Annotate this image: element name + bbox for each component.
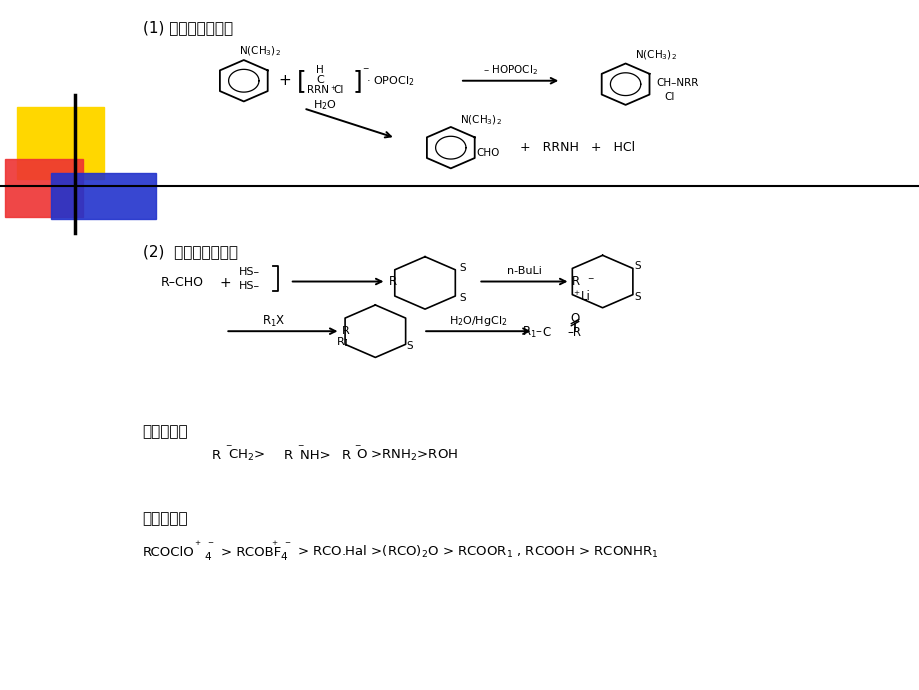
Text: HS–: HS– — [239, 267, 260, 277]
Text: +   RRNH   +   HCl: + RRNH + HCl — [519, 141, 634, 154]
Text: 4: 4 — [204, 552, 210, 562]
Text: R: R — [389, 275, 397, 288]
Text: ]: ] — [352, 69, 362, 92]
Text: N(CH$_3$)$_2$: N(CH$_3$)$_2$ — [239, 44, 281, 58]
Text: +: + — [220, 276, 231, 290]
Text: $^+$: $^+$ — [329, 85, 337, 95]
Text: HS–: HS– — [239, 281, 260, 290]
Text: S: S — [459, 263, 465, 273]
Text: 酰化能力：: 酰化能力： — [142, 511, 188, 526]
Bar — [51, 172, 156, 219]
Text: S: S — [459, 293, 465, 303]
Text: $^+$: $^+$ — [193, 540, 202, 550]
Text: $^-$: $^-$ — [585, 277, 595, 286]
Text: Cl: Cl — [333, 86, 343, 95]
Text: NH>: NH> — [300, 449, 339, 462]
Text: $^-$: $^-$ — [296, 444, 305, 453]
Text: CH–NRR: CH–NRR — [655, 78, 698, 88]
Text: Cl: Cl — [664, 92, 674, 101]
Text: > RCO.Hal >(RCO)$_2$O > RCOOR$_1$ , RCOOH > RCONHR$_1$: > RCO.Hal >(RCO)$_2$O > RCOOR$_1$ , RCOO… — [297, 544, 658, 560]
Text: R$_1$: R$_1$ — [335, 335, 349, 349]
Text: N(CH$_3$)$_2$: N(CH$_3$)$_2$ — [460, 113, 502, 127]
Text: H$_2$O: H$_2$O — [312, 98, 336, 112]
Text: n-BuLi: n-BuLi — [506, 266, 541, 276]
Text: Li: Li — [580, 290, 590, 303]
Text: $^+$: $^+$ — [572, 290, 581, 300]
Text: [: [ — [297, 69, 307, 92]
Text: – HOPOCl$_2$: – HOPOCl$_2$ — [482, 63, 538, 77]
Text: $^-$: $^-$ — [360, 66, 369, 76]
Text: O: O — [570, 313, 579, 325]
Text: C: C — [542, 326, 550, 339]
Text: R$_1$X: R$_1$X — [262, 314, 286, 329]
Text: R: R — [571, 275, 579, 288]
Text: CH$_2$>: CH$_2$> — [228, 448, 271, 463]
Text: S: S — [406, 342, 413, 351]
Text: $^-$: $^-$ — [224, 444, 233, 453]
Text: N(CH$_3$)$_2$: N(CH$_3$)$_2$ — [634, 48, 676, 62]
Text: R$_1$–: R$_1$– — [521, 325, 542, 340]
Text: 亲核能力：: 亲核能力： — [142, 424, 188, 439]
Text: +: + — [278, 73, 291, 88]
Text: RCOClO: RCOClO — [142, 546, 194, 558]
Text: C: C — [316, 75, 323, 85]
Text: $^-$: $^-$ — [283, 540, 292, 550]
Text: RRN: RRN — [307, 86, 329, 95]
Text: O >RNH$_2$>ROH: O >RNH$_2$>ROH — [356, 448, 458, 463]
Text: $^-$: $^-$ — [206, 540, 215, 550]
Bar — [17, 107, 104, 179]
Text: (1) 间接亲电酰化：: (1) 间接亲电酰化： — [142, 20, 233, 35]
Text: –R: –R — [567, 326, 581, 339]
Text: R: R — [211, 449, 221, 462]
Text: S: S — [633, 262, 640, 271]
Text: CHO: CHO — [476, 148, 499, 158]
Text: R–CHO: R–CHO — [161, 277, 204, 289]
Text: R: R — [283, 449, 292, 462]
Text: 4: 4 — [280, 552, 287, 562]
Bar — [5, 159, 83, 217]
Text: · OPOCl$_2$: · OPOCl$_2$ — [366, 74, 414, 88]
Text: H$_2$O/HgCl$_2$: H$_2$O/HgCl$_2$ — [448, 314, 507, 328]
Text: R: R — [342, 326, 349, 336]
Text: $^+$: $^+$ — [269, 540, 278, 550]
Text: > RCOBF: > RCOBF — [221, 546, 280, 558]
Text: R: R — [341, 449, 350, 462]
Text: H: H — [316, 66, 323, 75]
Text: S: S — [633, 292, 640, 302]
Text: $^-$: $^-$ — [353, 444, 362, 453]
Text: (2)  间接亲核酰化：: (2) 间接亲核酰化： — [142, 244, 237, 259]
